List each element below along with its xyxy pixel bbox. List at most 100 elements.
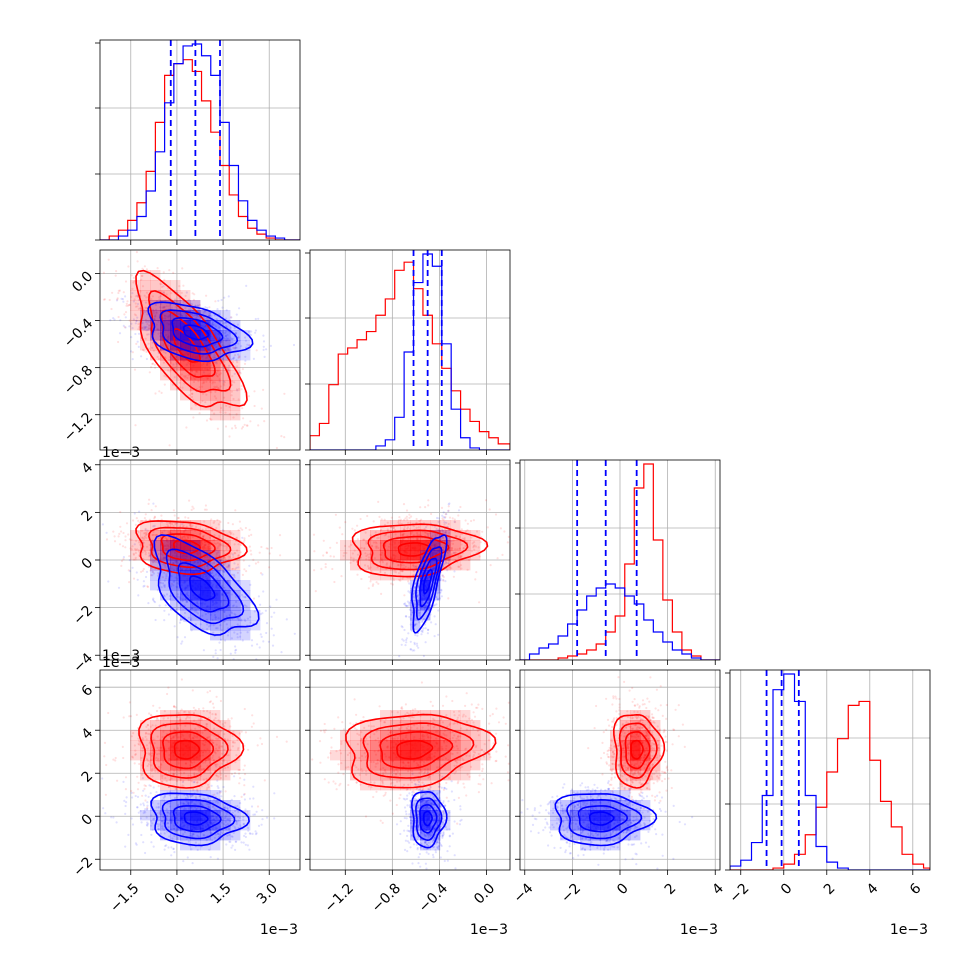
- scatter-point: [156, 759, 159, 762]
- scatter-point: [144, 528, 147, 531]
- scatter-point: [185, 600, 188, 603]
- scatter-point: [375, 542, 378, 545]
- scatter-point: [380, 592, 383, 596]
- scatter-point: [458, 535, 461, 539]
- scatter-point: [145, 329, 148, 332]
- scatter-point: [183, 710, 186, 714]
- density-cell: [200, 600, 211, 611]
- scatter-point: [143, 536, 146, 539]
- density-cell: [200, 610, 211, 621]
- scatter-point: [138, 550, 141, 553]
- scatter-point: [190, 629, 193, 632]
- scatter-point: [204, 310, 207, 313]
- density-cell: [130, 320, 141, 331]
- scatter-point: [384, 533, 387, 536]
- scatter-point: [206, 710, 209, 713]
- scatter-point: [151, 752, 154, 755]
- scatter-point: [147, 502, 150, 505]
- scatter-point: [157, 718, 160, 722]
- scatter-point: [179, 724, 182, 727]
- scatter-point: [470, 536, 473, 539]
- density-cell: [460, 550, 471, 561]
- contour-red: [135, 520, 248, 576]
- density-cell: [210, 330, 221, 341]
- scatter-point: [250, 639, 254, 642]
- scatter-point: [151, 560, 154, 563]
- scatter-point: [249, 615, 252, 619]
- scatter-point: [131, 351, 134, 354]
- scatter-point: [244, 731, 247, 734]
- scatter-point: [139, 543, 142, 546]
- density-cell: [190, 520, 201, 531]
- scatter-point: [443, 516, 446, 519]
- scatter-point: [402, 503, 406, 506]
- scatter-point: [256, 805, 260, 808]
- scatter-point: [174, 560, 177, 563]
- scatter-point: [320, 567, 323, 571]
- scatter-point: [270, 546, 273, 550]
- scatter-point: [443, 523, 446, 526]
- scatter-point: [127, 533, 130, 536]
- scatter-point: [375, 581, 378, 584]
- scatter-point: [213, 561, 216, 564]
- scatter-point: [405, 637, 408, 640]
- scatter-point: [394, 533, 397, 536]
- scatter-point: [136, 578, 139, 581]
- scatter-point: [235, 600, 238, 604]
- density-cell: [210, 560, 221, 571]
- scatter-point: [117, 340, 120, 344]
- scatter-point: [244, 355, 247, 358]
- scatter-point: [155, 533, 159, 536]
- scatter-point: [241, 425, 245, 428]
- scatter-point: [218, 534, 221, 538]
- scatter-point: [262, 345, 265, 348]
- scatter-point: [213, 314, 216, 317]
- scatter-point: [227, 369, 230, 372]
- scatter-point: [220, 350, 223, 353]
- scatter-point: [484, 499, 488, 502]
- scatter-point: [143, 328, 146, 331]
- scatter-point: [362, 538, 365, 541]
- scatter-point: [391, 562, 394, 565]
- scatter-point: [172, 271, 175, 274]
- density-cell: [190, 330, 201, 341]
- scatter-point: [196, 781, 199, 784]
- scatter-point: [419, 506, 422, 509]
- scatter-point: [206, 786, 209, 789]
- scatter-point: [412, 564, 415, 567]
- scatter-point: [143, 784, 146, 787]
- scatter-point: [185, 601, 188, 604]
- joint-clip-group: [101, 678, 288, 865]
- scatter-point: [234, 645, 237, 648]
- scatter-point: [236, 636, 239, 639]
- scatter-point: [275, 598, 278, 601]
- scatter-point: [145, 291, 149, 294]
- scatter-point: [407, 590, 410, 593]
- scatter-point: [143, 584, 146, 588]
- scatter-point: [196, 612, 200, 615]
- scatter-point: [231, 605, 234, 608]
- scatter-point: [275, 446, 278, 450]
- scatter-point: [184, 516, 187, 519]
- density-cell: [240, 590, 251, 601]
- scatter-point: [159, 766, 162, 769]
- density-cell: [210, 540, 221, 551]
- scatter-point: [223, 381, 226, 384]
- scatter-point: [163, 619, 166, 622]
- scatter-point: [140, 756, 143, 760]
- scatter-point: [227, 564, 231, 567]
- scatter-point: [144, 784, 147, 788]
- scatter-point: [233, 631, 236, 634]
- scatter-point: [205, 508, 208, 511]
- scatter-point: [155, 300, 159, 303]
- scatter-point: [221, 352, 224, 355]
- density-cell: [180, 560, 191, 571]
- density-cell: [450, 540, 461, 551]
- density-cell: [180, 520, 191, 531]
- scatter-point: [263, 420, 266, 423]
- scatter-point: [165, 575, 168, 578]
- scatter-point: [466, 568, 469, 572]
- scatter-point: [221, 529, 224, 532]
- scatter-point: [203, 520, 206, 523]
- density-cell: [390, 560, 401, 571]
